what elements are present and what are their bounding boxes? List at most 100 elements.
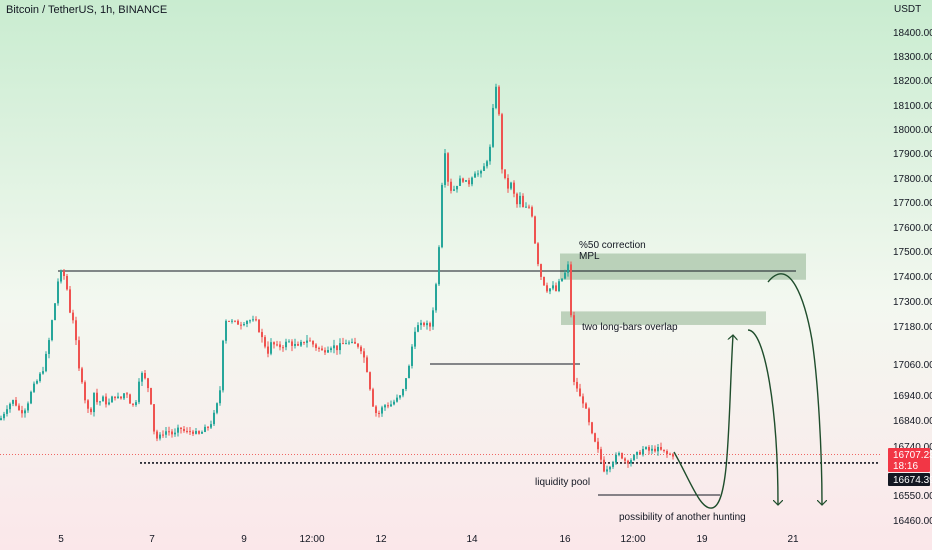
candle-body [60, 270, 62, 282]
candle-body [624, 458, 626, 461]
candle-body [522, 195, 524, 208]
candle-body [63, 270, 65, 277]
candle-body [18, 405, 20, 411]
candle-body [540, 264, 542, 277]
candle-body [477, 173, 479, 175]
candle-body [381, 407, 383, 414]
candle-body [99, 401, 101, 403]
candle-body [159, 434, 161, 439]
last-price-tag [888, 448, 930, 472]
candle-body [672, 454, 674, 457]
candle-body [255, 319, 257, 321]
candle-body [105, 396, 107, 405]
x-tick-label: 12:00 [299, 534, 324, 545]
candle-body [363, 351, 365, 358]
candle-body [318, 347, 320, 349]
candle-body [213, 412, 215, 425]
candle-body [24, 410, 26, 414]
candle-body [246, 320, 248, 324]
candle-series [0, 83, 674, 475]
candle-body [33, 383, 35, 392]
y-tick-label: 17180.00 [893, 322, 932, 333]
candle-body [249, 320, 251, 322]
candle-body [636, 451, 638, 456]
candle-body [516, 193, 518, 205]
candle-body [462, 178, 464, 182]
candle-body [207, 426, 209, 428]
candle-body [198, 431, 200, 434]
candle-body [435, 284, 437, 311]
candle-body [282, 347, 284, 349]
candle-body [441, 184, 443, 248]
candle-body [51, 320, 53, 341]
candle-body [474, 173, 476, 178]
candle-body [606, 469, 608, 472]
y-axis: 18400.00 18300.00 18200.00 18100.00 18000.00… [893, 28, 932, 527]
candle-body [582, 396, 584, 404]
y-tick-label: 16550.00 [893, 491, 932, 502]
candle-body [585, 403, 587, 409]
candle-body [345, 343, 347, 345]
candle-body [150, 388, 152, 405]
candle-body [654, 448, 656, 452]
y-tick-label: 17300.00 [893, 297, 932, 308]
candle-body [192, 431, 194, 434]
candle-body [240, 324, 242, 326]
candle-body [48, 340, 50, 354]
countdown-value: 18:16 [893, 461, 918, 472]
x-axis: 5 7 9 12:00 12 14 16 12:00 19 21 [58, 534, 799, 545]
candle-body [393, 401, 395, 405]
chart-title: Bitcoin / TetherUS, 1h, BINANCE [6, 4, 168, 16]
y-tick-label: 18400.00 [893, 28, 932, 39]
marked-level-value: 16674.39 [893, 475, 932, 486]
candle-body [111, 396, 113, 403]
candle-body [177, 427, 179, 433]
candle-body [555, 285, 557, 291]
candle-body [621, 453, 623, 459]
y-tick-label: 18000.00 [893, 125, 932, 136]
candle-body [513, 182, 515, 194]
candle-body [66, 276, 68, 290]
candle-body [666, 451, 668, 454]
candle-body [537, 243, 539, 265]
candle-body [429, 323, 431, 327]
candle-body [183, 429, 185, 431]
candle-body [36, 380, 38, 384]
y-tick-label: 17060.00 [893, 360, 932, 371]
candle-body [438, 247, 440, 285]
candle-body [156, 431, 158, 439]
candle-body [210, 424, 212, 428]
candle-body [153, 404, 155, 432]
candle-body [9, 403, 11, 410]
projection-path-down [747, 329, 778, 505]
candle-body [471, 177, 473, 185]
candle-body [312, 341, 314, 345]
candle-body [405, 378, 407, 390]
candle-body [216, 403, 218, 413]
candle-body [171, 431, 173, 435]
candle-body [411, 346, 413, 366]
liquidity-pool-label: liquidity pool [535, 477, 590, 488]
x-tick-label: 14 [466, 534, 478, 545]
candle-body [303, 341, 305, 343]
x-tick-label: 21 [787, 534, 799, 545]
y-tick-label: 17900.00 [893, 149, 932, 160]
candle-body [594, 433, 596, 442]
candle-body [327, 350, 329, 353]
candle-body [279, 344, 281, 348]
candle-body [465, 180, 467, 182]
candle-body [570, 264, 572, 316]
candle-body [432, 310, 434, 327]
candle-body [309, 340, 311, 342]
candle-body [588, 408, 590, 423]
candle-body [420, 322, 422, 326]
zone-box-2 [561, 311, 766, 325]
candle-body [78, 340, 80, 369]
candle-body [402, 389, 404, 396]
candle-body [546, 285, 548, 292]
candle-body [15, 399, 17, 406]
candle-body [306, 340, 308, 343]
candle-body [0, 418, 2, 420]
